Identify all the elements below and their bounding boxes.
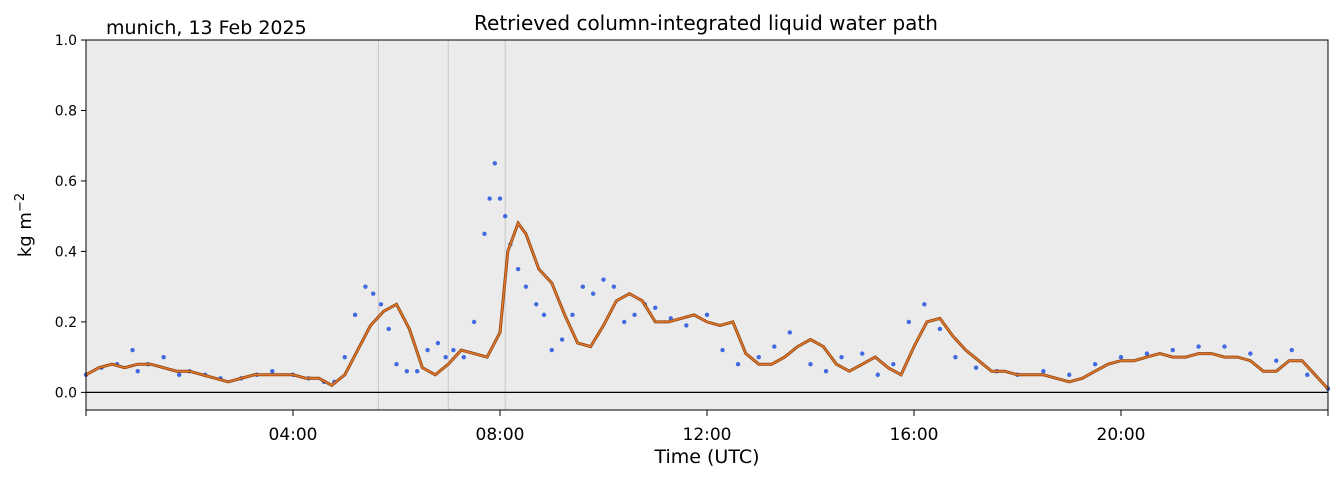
raw-data-point	[378, 302, 384, 307]
raw-data-point	[1170, 347, 1175, 353]
x-tick-label: 20:00	[1097, 425, 1146, 445]
raw-data-point	[502, 213, 508, 219]
raw-data-point	[492, 161, 498, 166]
raw-data-point	[415, 369, 420, 374]
y-tick-label: 0.4	[55, 244, 77, 260]
x-axis-ticks: 04:00 08:00 12:00 16:00 20:00	[85, 410, 1329, 445]
raw-data-point	[443, 354, 448, 360]
raw-data-point	[176, 372, 182, 377]
chart-subtitle: munich, 13 Feb 2025	[106, 17, 307, 39]
raw-data-point	[497, 196, 503, 201]
raw-data-point	[394, 361, 399, 367]
y-tick-label: 0.6	[55, 174, 77, 190]
raw-data-point	[386, 326, 391, 332]
raw-data-point	[875, 372, 880, 377]
raw-data-point	[787, 330, 792, 335]
chart-title: Retrieved column-integrated liquid water…	[474, 11, 938, 35]
raw-data-point	[1118, 354, 1124, 360]
raw-data-point	[1222, 344, 1227, 349]
raw-data-point	[549, 347, 554, 353]
raw-data-point	[523, 284, 529, 289]
y-tick-label: 0.8	[55, 103, 77, 119]
raw-data-point	[653, 305, 658, 311]
raw-data-point	[1274, 358, 1279, 363]
raw-data-point	[735, 361, 741, 367]
raw-data-point	[953, 354, 958, 360]
raw-data-point	[404, 369, 410, 374]
raw-data-point	[1248, 351, 1253, 356]
raw-data-point	[1289, 347, 1294, 353]
raw-data-point	[601, 277, 606, 282]
raw-data-point	[487, 196, 492, 201]
x-tick-label: 12:00	[683, 425, 732, 445]
y-axis-label: kg m−2	[13, 193, 36, 257]
y-tick-label: 0.0	[55, 385, 77, 401]
raw-data-point	[839, 354, 844, 360]
raw-data-point	[772, 344, 777, 349]
y-axis-ticks: 0.0 0.2 0.4 0.6 0.8 1.0	[55, 33, 86, 401]
raw-data-point	[534, 302, 539, 307]
raw-data-point	[823, 369, 829, 374]
raw-data-point	[559, 337, 565, 342]
raw-data-point	[451, 347, 456, 353]
raw-data-point	[580, 284, 585, 289]
raw-data-point	[342, 354, 347, 360]
raw-data-point	[130, 347, 135, 353]
x-tick-label: 16:00	[890, 425, 939, 445]
raw-data-point	[906, 319, 912, 325]
raw-data-point	[1092, 361, 1098, 367]
raw-data-point	[922, 302, 927, 307]
raw-data-point	[482, 231, 487, 237]
raw-data-point	[435, 340, 441, 346]
raw-data-point	[756, 354, 761, 360]
raw-data-point	[515, 266, 521, 272]
raw-data-point	[1305, 372, 1310, 377]
raw-data-point	[352, 312, 358, 318]
raw-data-point	[937, 326, 943, 332]
smoothed-series	[85, 220, 1330, 390]
raw-data-point	[622, 319, 627, 325]
smoothed-line	[85, 221, 1329, 390]
raw-data-point	[471, 319, 477, 325]
plot-background	[86, 40, 1328, 410]
x-tick-label: 08:00	[476, 425, 525, 445]
y-tick-label: 0.2	[55, 315, 77, 331]
raw-data-point	[684, 323, 689, 328]
vertical-markers	[377, 40, 506, 410]
raw-data-point	[363, 284, 368, 289]
raw-data-point	[973, 365, 979, 370]
raw-data-point	[161, 354, 166, 360]
raw-data-point	[570, 312, 575, 318]
x-axis-label: Time (UTC)	[653, 446, 759, 468]
raw-data-point	[632, 312, 637, 318]
raw-data-point	[704, 312, 710, 318]
raw-data-point	[590, 291, 596, 296]
raw-data-point	[461, 354, 466, 360]
raw-data-point	[808, 361, 813, 367]
raw-data-point	[891, 361, 896, 367]
raw-data-point	[860, 351, 865, 356]
raw-data-point	[541, 312, 547, 318]
raw-data-point	[1041, 369, 1046, 374]
raw-data-point	[270, 369, 275, 374]
raw-data-point	[1067, 372, 1072, 377]
raw-data-point	[135, 369, 140, 374]
raw-data-point	[371, 291, 376, 296]
x-tick-label: 04:00	[269, 425, 318, 445]
raw-data-point	[720, 347, 725, 353]
y-tick-label: 1.0	[55, 33, 77, 49]
raw-data-point	[1144, 351, 1150, 356]
raw-data-point	[425, 347, 430, 353]
raw-data-point	[1196, 344, 1201, 349]
raw-data-point	[611, 284, 617, 289]
